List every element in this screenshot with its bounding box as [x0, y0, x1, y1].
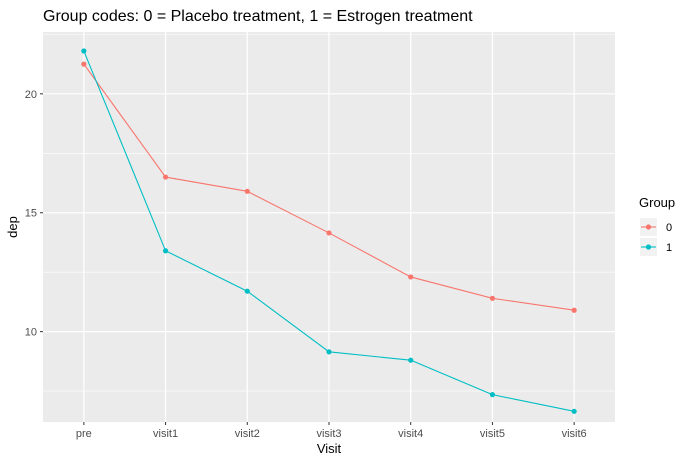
legend-key [640, 238, 657, 256]
data-point [81, 61, 87, 67]
series-1 [81, 48, 577, 414]
x-tick-label: visit1 [153, 428, 178, 440]
x-tick-label: visit4 [398, 428, 423, 440]
data-point [489, 295, 496, 301]
data-point [326, 349, 332, 355]
y-tick-label: 10 [25, 327, 37, 339]
x-tick-label: visit2 [235, 428, 260, 440]
chart-title: Group codes: 0 = Placebo treatment, 1 = … [43, 8, 473, 25]
x-tick-label: pre [76, 428, 92, 440]
x-axis: pre visit1 visit2 visit3 visit4 visit5 visit6 [76, 422, 587, 440]
data-point [571, 307, 577, 313]
series-0 [81, 61, 577, 313]
data-point [244, 288, 250, 294]
data-point [81, 48, 87, 54]
data-point [571, 408, 577, 414]
data-point [162, 174, 169, 180]
x-tick-label: visit6 [562, 428, 587, 440]
y-tick-label: 20 [25, 89, 37, 101]
x-tick-label: visit3 [316, 428, 341, 440]
legend-label: 0 [666, 222, 672, 234]
y-tick-label: 15 [25, 208, 37, 220]
data-point [408, 274, 414, 280]
data-point [162, 248, 169, 254]
y-axis-title: dep [5, 216, 20, 238]
legend: Group 0 1 [639, 195, 675, 256]
data-point [408, 357, 414, 363]
legend-key [640, 218, 657, 236]
legend-title: Group [639, 195, 675, 210]
data-point [244, 188, 250, 194]
y-axis: 10 15 20 [25, 89, 43, 339]
x-axis-title: Visit [317, 441, 342, 456]
series-layer [81, 48, 577, 414]
data-point [489, 392, 496, 398]
data-point [326, 230, 332, 236]
legend-label: 1 [666, 242, 672, 254]
grid-lines [43, 32, 615, 422]
x-tick-label: visit5 [480, 428, 505, 440]
